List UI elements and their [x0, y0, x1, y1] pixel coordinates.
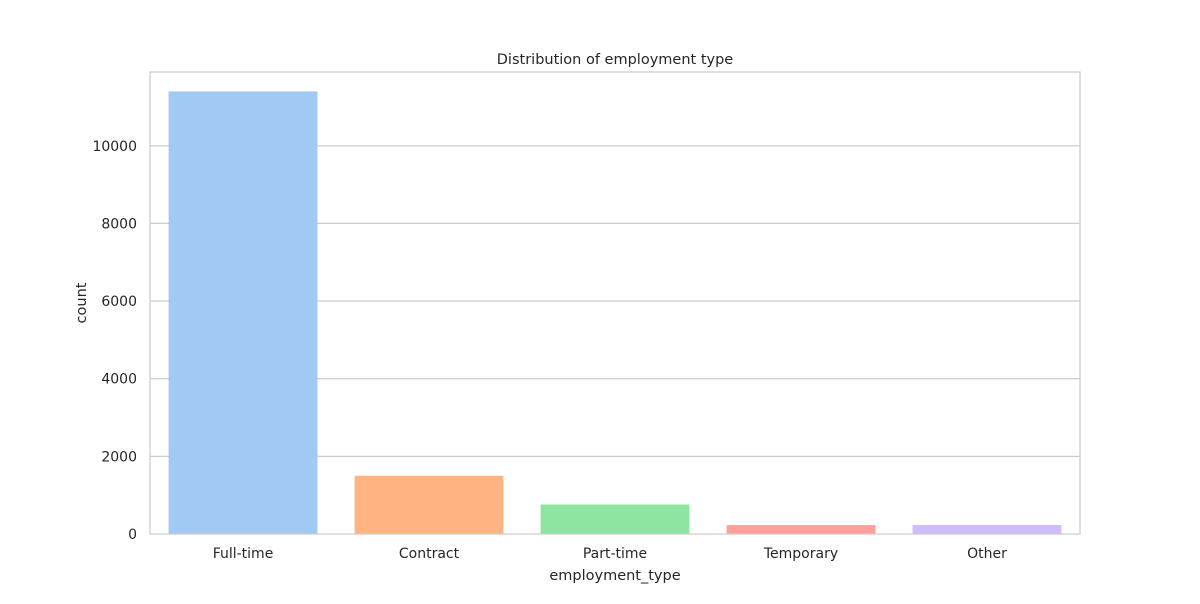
- x-axis-ticks: Full-time Contract Part-time Temporary Other: [213, 546, 1007, 562]
- y-tick-label: 6000: [101, 294, 137, 310]
- x-tick-label: Full-time: [213, 546, 274, 562]
- x-tick-label: Temporary: [763, 546, 838, 562]
- bar-temporary: [726, 525, 876, 534]
- x-tick-label: Part-time: [583, 546, 647, 562]
- bar-full-time: [168, 91, 318, 534]
- bars: [168, 91, 1062, 534]
- y-tick-label: 2000: [101, 449, 137, 465]
- y-tick-label: 0: [128, 527, 137, 543]
- x-axis-label: employment_type: [549, 568, 680, 584]
- y-tick-label: 8000: [101, 216, 137, 232]
- plot-frame: [149, 71, 1081, 535]
- chart-title: Distribution of employment type: [497, 52, 734, 68]
- y-axis-ticks: 0 2000 4000 6000 8000 10000: [92, 139, 137, 543]
- bar-part-time: [540, 504, 690, 534]
- y-tick-label: 4000: [101, 372, 137, 388]
- bar-other: [912, 525, 1062, 534]
- x-tick-label: Other: [967, 546, 1007, 562]
- bar-contract: [354, 475, 504, 534]
- y-tick-label: 10000: [92, 139, 137, 155]
- x-tick-label: Contract: [399, 546, 460, 562]
- y-axis-label: count: [74, 282, 90, 323]
